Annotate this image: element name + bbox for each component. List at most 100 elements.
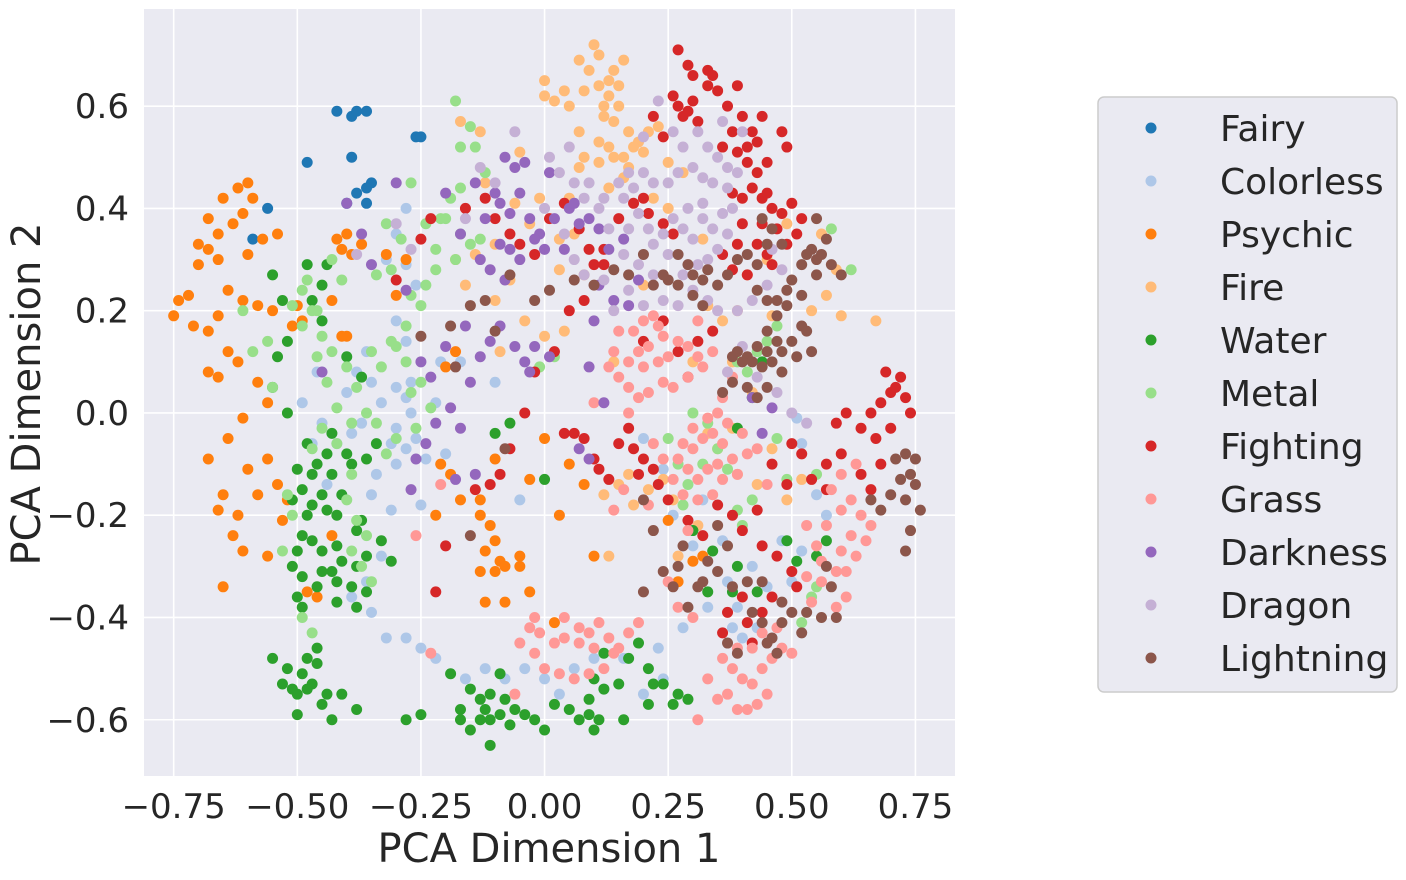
point-psychic [237, 294, 249, 306]
point-grass [637, 361, 649, 373]
point-fighting [736, 192, 748, 204]
point-fighting [682, 59, 694, 71]
point-grass [811, 540, 823, 552]
point-metal [430, 264, 442, 276]
point-metal [474, 233, 486, 245]
point-grass [726, 453, 738, 465]
point-fighting [603, 473, 615, 485]
point-grass [613, 642, 625, 654]
point-fire [613, 80, 625, 92]
point-fighting [895, 371, 907, 383]
point-grass [618, 484, 630, 496]
point-dragon [618, 248, 630, 260]
point-fire [642, 484, 654, 496]
point-grass [707, 489, 719, 501]
point-lightning [637, 494, 649, 506]
point-fighting [707, 69, 719, 81]
point-psychic [662, 514, 674, 526]
point-fire [603, 550, 615, 562]
point-colorless [400, 202, 412, 214]
point-lightning [736, 356, 748, 368]
point-psychic [563, 458, 575, 470]
point-lightning [450, 361, 462, 373]
point-fighting [761, 156, 773, 168]
point-psychic [539, 433, 551, 445]
point-darkness [608, 294, 620, 306]
point-darkness [514, 254, 526, 266]
point-metal [262, 335, 274, 347]
point-grass [529, 611, 541, 623]
point-water [326, 427, 338, 439]
point-grass [702, 463, 714, 475]
point-grass [558, 611, 570, 623]
point-fighting [741, 141, 753, 153]
point-lightning [637, 586, 649, 598]
point-grass [717, 438, 729, 450]
point-water [519, 709, 531, 721]
point-lightning [489, 325, 501, 337]
point-water [618, 714, 630, 726]
point-lightning [761, 325, 773, 337]
x-axis-label: PCA Dimension 1 [378, 826, 721, 872]
point-colorless [346, 427, 358, 439]
series-dragon [351, 95, 813, 429]
point-lightning [791, 351, 803, 363]
point-water [321, 504, 333, 516]
point-darkness [445, 402, 457, 414]
point-fighting [682, 514, 694, 526]
point-lightning [702, 555, 714, 567]
point-lightning [771, 647, 783, 659]
point-fire [534, 192, 546, 204]
point-lightning [464, 300, 476, 312]
point-water [341, 448, 353, 460]
point-grass [667, 473, 679, 485]
point-fighting [707, 325, 719, 337]
point-fighting [726, 126, 738, 138]
point-metal [771, 433, 783, 445]
point-fire [623, 468, 635, 480]
point-fire [603, 182, 615, 194]
point-psychic [252, 489, 264, 501]
point-grass [672, 335, 684, 347]
series-grass [410, 310, 877, 726]
point-water [311, 658, 323, 670]
point-fighting [682, 105, 694, 117]
point-fire [573, 126, 585, 138]
point-water [316, 545, 328, 557]
point-water [316, 489, 328, 501]
point-grass [697, 361, 709, 373]
point-colorless [726, 622, 738, 634]
point-water [281, 663, 293, 675]
point-colorless [568, 663, 580, 675]
legend-label-dragon: Dragon [1220, 586, 1352, 627]
point-fighting [900, 392, 912, 404]
point-water [573, 714, 585, 726]
point-colorless [405, 376, 417, 388]
point-metal [415, 376, 427, 388]
point-psychic [489, 565, 501, 577]
point-grass [682, 525, 694, 537]
legend-label-fighting: Fighting [1220, 427, 1364, 468]
point-grass [603, 361, 615, 373]
point-fire [608, 151, 620, 163]
legend-marker-fighting [1145, 440, 1157, 452]
point-darkness [766, 402, 778, 414]
point-grass [806, 596, 818, 608]
point-fighting [766, 458, 778, 470]
point-water [326, 468, 338, 480]
point-lightning [504, 269, 516, 281]
point-fighting [519, 407, 531, 419]
point-grass [573, 637, 585, 649]
point-darkness [494, 197, 506, 209]
point-metal [450, 95, 462, 107]
legend-marker-lightning [1145, 652, 1157, 664]
point-psychic [252, 376, 264, 388]
point-lightning [687, 289, 699, 301]
point-water [494, 709, 506, 721]
point-colorless [811, 489, 823, 501]
point-fire [593, 49, 605, 61]
point-water [291, 709, 303, 721]
point-water [351, 704, 363, 716]
point-fire [697, 233, 709, 245]
point-lightning [835, 269, 847, 281]
